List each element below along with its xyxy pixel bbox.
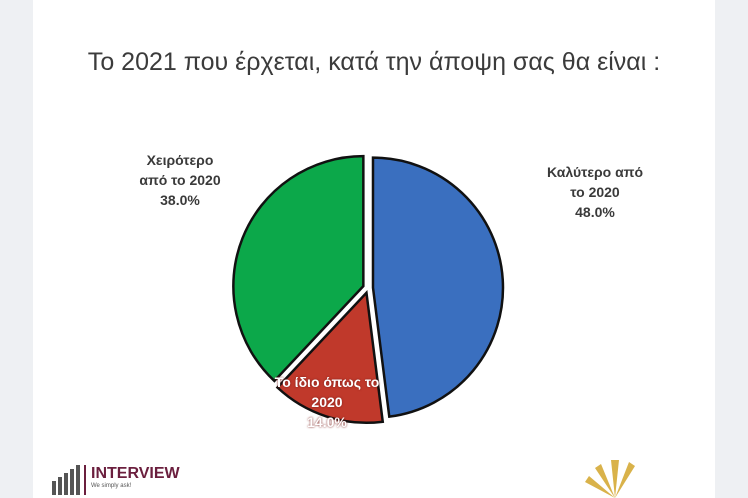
logo-brand: INTERVIEW xyxy=(91,465,180,482)
interview-logo: INTERVIEW We simply ask! xyxy=(52,465,180,495)
label-line: από το 2020 xyxy=(139,172,221,188)
label-worse: Χειρότερο από το 2020 38.0% xyxy=(115,150,245,210)
value-label: 38.0% xyxy=(160,192,200,208)
label-line: Το ίδιο όπως το xyxy=(274,374,380,390)
label-line: το 2020 xyxy=(570,184,620,200)
logo-bars-icon xyxy=(52,465,86,495)
label-same: Το ίδιο όπως το 2020 14.0% xyxy=(262,372,392,432)
label-line: Καλύτερο από xyxy=(547,164,643,180)
chart-title: Το 2021 που έρχεται, κατά την άποψη σας … xyxy=(87,48,661,76)
logo-tagline: We simply ask! xyxy=(91,483,132,489)
value-label: 48.0% xyxy=(575,204,615,220)
label-better: Καλύτερο από το 2020 48.0% xyxy=(530,162,660,222)
label-line: Χειρότερο xyxy=(146,152,214,168)
sun-logo-icon xyxy=(585,460,635,498)
value-label: 14.0% xyxy=(307,414,347,430)
slice-same xyxy=(275,289,385,424)
slice-worse xyxy=(232,154,365,383)
slice-better xyxy=(371,156,505,419)
label-line: 2020 xyxy=(311,394,343,410)
